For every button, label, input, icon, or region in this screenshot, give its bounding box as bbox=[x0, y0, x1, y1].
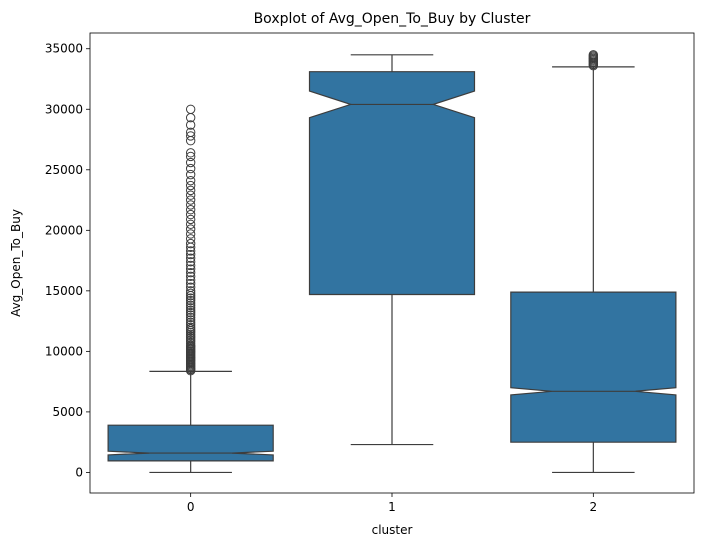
outlier-point bbox=[185, 288, 196, 298]
y-axis: 0 5000 10000 15000 20000 25000 30000 35000 bbox=[45, 42, 90, 479]
outlier-point bbox=[185, 234, 196, 244]
outlier-point bbox=[185, 131, 196, 141]
outlier-point bbox=[185, 293, 196, 303]
y-tick-label: 35000 bbox=[45, 42, 83, 56]
outlier-point bbox=[185, 185, 196, 196]
outlier-point bbox=[185, 264, 196, 274]
y-axis-label: Avg_Open_To_Buy bbox=[9, 209, 23, 317]
x-tick-label: 1 bbox=[388, 500, 396, 514]
y-tick-label: 5000 bbox=[52, 405, 83, 419]
outlier-point bbox=[185, 253, 196, 263]
outlier-point bbox=[185, 209, 196, 220]
x-axis-label: cluster bbox=[372, 523, 413, 537]
plot-area bbox=[107, 50, 677, 474]
y-tick-label: 25000 bbox=[45, 163, 83, 177]
box-2 bbox=[510, 291, 677, 443]
box-1 bbox=[308, 71, 476, 296]
outlier-point bbox=[185, 317, 196, 328]
outlier-point bbox=[185, 295, 196, 306]
outlier-point bbox=[185, 224, 196, 234]
outlier-point bbox=[185, 169, 196, 180]
outlier-point bbox=[185, 163, 196, 174]
outlier-point bbox=[185, 219, 196, 229]
outlier-point bbox=[185, 190, 196, 200]
outlier-point bbox=[185, 136, 196, 146]
outlier-point bbox=[185, 298, 196, 308]
outlier-point bbox=[185, 205, 196, 215]
outlier-point bbox=[185, 249, 196, 260]
y-tick-label: 30000 bbox=[45, 102, 83, 116]
outlier-point bbox=[185, 127, 196, 137]
outlier-point bbox=[185, 200, 196, 210]
outlier-point bbox=[185, 322, 196, 332]
outlier-point bbox=[185, 305, 196, 315]
y-tick-label: 10000 bbox=[45, 344, 83, 358]
outlier-point bbox=[185, 104, 196, 114]
outlier-point bbox=[185, 238, 196, 249]
outlier-point bbox=[185, 257, 196, 267]
outlier-point bbox=[185, 315, 196, 325]
x-axis: 0 1 2 bbox=[187, 493, 597, 514]
box-group-0 bbox=[107, 104, 274, 474]
outlier-point bbox=[185, 282, 196, 292]
box-group-1 bbox=[308, 54, 476, 446]
box-0 bbox=[107, 424, 274, 462]
outlier-point bbox=[185, 246, 196, 256]
x-tick-label: 2 bbox=[590, 500, 598, 514]
outlier-point bbox=[185, 267, 196, 278]
outlier-point bbox=[185, 120, 196, 130]
outlier-point bbox=[185, 303, 196, 313]
outlier-point bbox=[185, 307, 196, 318]
outlier-point bbox=[185, 260, 196, 271]
x-tick-label: 0 bbox=[187, 500, 195, 514]
outlier-point bbox=[185, 312, 196, 323]
outlier-point bbox=[185, 278, 196, 289]
y-tick-label: 0 bbox=[75, 465, 83, 479]
outlier-point bbox=[185, 180, 196, 191]
outlier-point bbox=[185, 271, 196, 282]
outlier-point bbox=[185, 157, 196, 168]
outlier-point bbox=[588, 50, 599, 60]
outlier-point bbox=[185, 310, 196, 320]
y-tick-label: 15000 bbox=[45, 284, 83, 298]
outlier-point bbox=[185, 286, 196, 296]
y-tick-label: 20000 bbox=[45, 223, 83, 237]
chart-title: Boxplot of Avg_Open_To_Buy by Cluster bbox=[254, 11, 531, 27]
outlier-point bbox=[185, 300, 196, 311]
box-group-2 bbox=[510, 50, 677, 474]
outlier-point bbox=[185, 275, 196, 285]
outlier-point bbox=[185, 195, 196, 205]
outlier-point bbox=[185, 229, 196, 239]
outlier-point bbox=[185, 148, 196, 158]
outlier-point bbox=[185, 151, 196, 162]
outlier-point bbox=[185, 175, 196, 186]
outlier-point bbox=[185, 214, 196, 225]
outlier-point bbox=[185, 320, 196, 330]
